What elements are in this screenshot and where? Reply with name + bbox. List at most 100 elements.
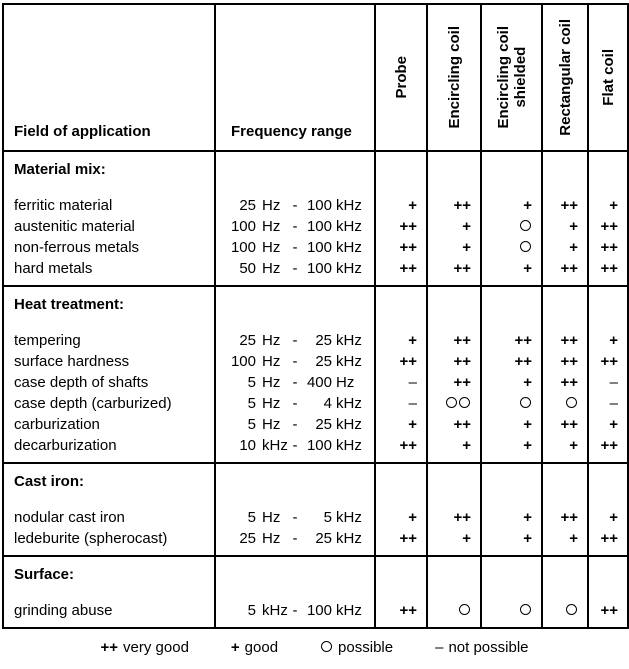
freq-from-unit: Hz [262, 218, 281, 235]
freq-from-value: 5 [247, 416, 256, 433]
rating-cell [480, 393, 541, 414]
rating-cell: – [587, 393, 627, 414]
freq-to-value: 4 [323, 395, 332, 412]
rating-cell [426, 393, 480, 414]
freq-from-unit: Hz [262, 416, 281, 433]
rating-cell: + [480, 372, 541, 393]
rating-cell: ++ [541, 258, 587, 279]
freq-dash: - [292, 197, 298, 214]
section-title-spacer [587, 285, 627, 330]
section-title-spacer [587, 150, 627, 195]
rating-cell: + [480, 435, 541, 456]
rating-cell: + [374, 414, 426, 435]
rating-cell [480, 216, 541, 237]
frequency-range: 5 kHz -100 kHz [214, 600, 374, 621]
freq-to-value: 25 [315, 416, 332, 433]
column-header-label: Probe [392, 56, 410, 99]
freq-to-value: 25 [315, 530, 332, 547]
frequency-range: 5 Hz - 4 kHz [214, 393, 374, 414]
freq-to-value: 100 [306, 197, 332, 214]
legend-label: very good [123, 639, 189, 656]
section-bottom-spacer [480, 279, 541, 285]
freq-from-value: 50 [239, 260, 256, 277]
section-title-spacer [214, 150, 374, 195]
possible-circle-icon [566, 397, 577, 409]
section-bottom-spacer [214, 279, 374, 285]
section-title-spacer [587, 555, 627, 600]
freq-to-unit: kHz [336, 239, 362, 256]
section-bottom-spacer [426, 549, 480, 555]
freq-from-unit: Hz [262, 353, 281, 370]
legend-item: ++ very good [101, 639, 189, 656]
section-bottom-spacer [426, 456, 480, 462]
possible-circle-icon [520, 220, 531, 232]
rating-cell: ++ [374, 351, 426, 372]
rating-cell: ++ [587, 237, 627, 258]
rating-cell: + [374, 195, 426, 216]
rating-cell: ++ [426, 195, 480, 216]
section-title-spacer [214, 555, 374, 600]
section-title-spacer [480, 462, 541, 507]
section-bottom-spacer [374, 549, 426, 555]
section-title-spacer [214, 285, 374, 330]
freq-dash: - [292, 218, 298, 235]
legend-item: possible [320, 639, 393, 656]
rating-cell: + [480, 195, 541, 216]
frequency-range: 50 Hz -100 kHz [214, 258, 374, 279]
freq-from-value: 5 [247, 602, 256, 619]
rating-cell: ++ [426, 258, 480, 279]
freq-to-unit: Hz [336, 374, 355, 391]
rating-cell: + [541, 216, 587, 237]
row-label: hard metals [14, 260, 93, 277]
frequency-range: 5 Hz -25 kHz [214, 414, 374, 435]
freq-dash: - [292, 530, 298, 547]
rating-cell: ++ [541, 414, 587, 435]
rating-cell: ++ [426, 330, 480, 351]
possible-circle-icon [520, 604, 531, 616]
column-header-rectangular-coil: Rectangular coil [541, 5, 587, 150]
freq-dash: - [292, 602, 298, 619]
rating-cell: ++ [374, 528, 426, 549]
column-header-label: Encircling coil [445, 26, 463, 129]
rating-cell: – [587, 372, 627, 393]
rating-cell [480, 237, 541, 258]
row-label: grinding abuse [14, 602, 113, 619]
section-title-spacer [374, 150, 426, 195]
section-bottom-spacer [480, 621, 541, 627]
freq-to-unit: kHz [336, 197, 362, 214]
possible-circle-icon [459, 604, 470, 616]
rating-cell: ++ [587, 435, 627, 456]
rating-cell [480, 600, 541, 621]
frequency-range: 100 Hz -100 kHz [214, 237, 374, 258]
freq-from-value: 5 [247, 509, 256, 526]
rating-cell: + [541, 435, 587, 456]
section-bottom-spacer [541, 279, 587, 285]
freq-from-unit: Hz [262, 332, 281, 349]
rating-cell: ++ [541, 195, 587, 216]
rating-cell: ++ [587, 258, 627, 279]
rating-cell: + [480, 507, 541, 528]
frequency-range-header: Frequency range [214, 5, 374, 150]
freq-to-value: 100 [306, 260, 332, 277]
freq-from-unit: kHz [262, 602, 288, 619]
freq-to-unit: kHz [336, 437, 362, 454]
freq-from-value: 5 [247, 395, 256, 412]
row-label: case depth (carburized) [14, 395, 172, 412]
possible-circle-icon [520, 397, 531, 409]
freq-dash: - [292, 332, 298, 349]
freq-to-unit: kHz [336, 353, 362, 370]
freq-to-value: 25 [315, 353, 332, 370]
section-bottom-spacer [587, 279, 627, 285]
section-title: Cast iron: [4, 462, 214, 507]
column-header-label: Flat coil [599, 49, 617, 106]
section-bottom-spacer [426, 621, 480, 627]
rating-cell: + [374, 330, 426, 351]
rating-cell: + [541, 528, 587, 549]
section-title-spacer [541, 555, 587, 600]
freq-from-value: 10 [239, 437, 256, 454]
freq-dash: - [292, 353, 298, 370]
rating-cell: ++ [541, 507, 587, 528]
rating-cell: + [426, 237, 480, 258]
section-title: Heat treatment: [4, 285, 214, 330]
